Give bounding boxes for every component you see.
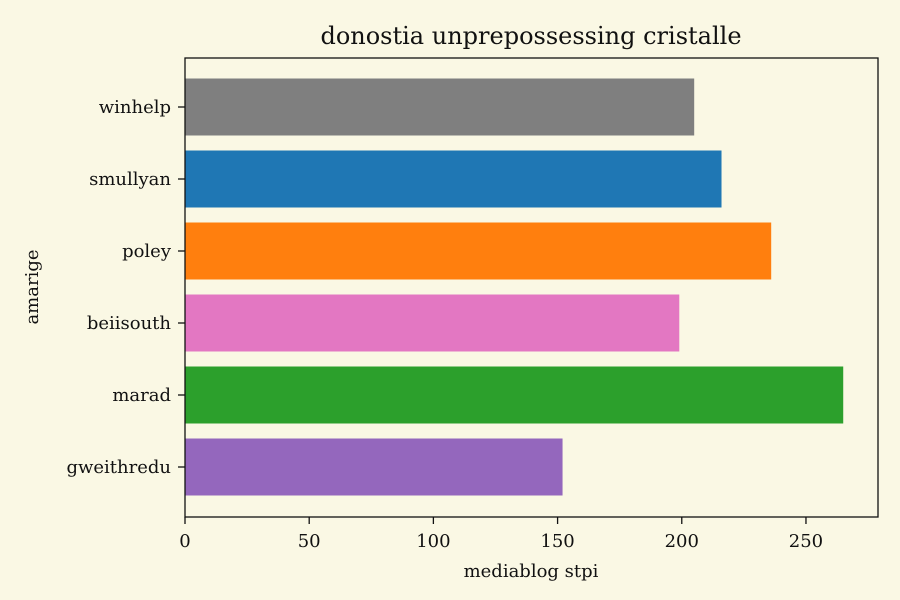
x-tick-label-100: 100 bbox=[416, 531, 450, 552]
x-tick-label-0: 0 bbox=[179, 531, 190, 552]
y-tick-label-poley: poley bbox=[122, 241, 172, 262]
chart-title: donostia unprepossessing cristalle bbox=[320, 22, 741, 50]
x-axis-label: mediablog stpi bbox=[464, 561, 599, 582]
y-tick-label-beiisouth: beiisouth bbox=[87, 313, 172, 334]
bar-gweithredu bbox=[185, 438, 563, 496]
bar-poley bbox=[185, 222, 772, 280]
x-tick-label-200: 200 bbox=[665, 531, 699, 552]
y-axis-label: amarige bbox=[22, 249, 43, 324]
bar-beiisouth bbox=[185, 294, 680, 352]
bar-winhelp bbox=[185, 78, 695, 136]
bar-marad bbox=[185, 366, 844, 424]
x-tick-label-50: 50 bbox=[298, 531, 321, 552]
y-tick-label-winhelp: winhelp bbox=[99, 97, 171, 118]
plot-frame bbox=[184, 57, 879, 518]
y-tick-label-smullyan: smullyan bbox=[89, 169, 171, 190]
bar-smullyan bbox=[185, 150, 722, 208]
y-tick-label-marad: marad bbox=[112, 385, 171, 406]
x-tick-label-150: 150 bbox=[540, 531, 574, 552]
y-tick-label-gweithredu: gweithredu bbox=[66, 457, 171, 478]
x-tick-label-250: 250 bbox=[789, 531, 823, 552]
plot-area: winhelp smullyan poley beiisouth marad gweith… bbox=[66, 57, 879, 552]
